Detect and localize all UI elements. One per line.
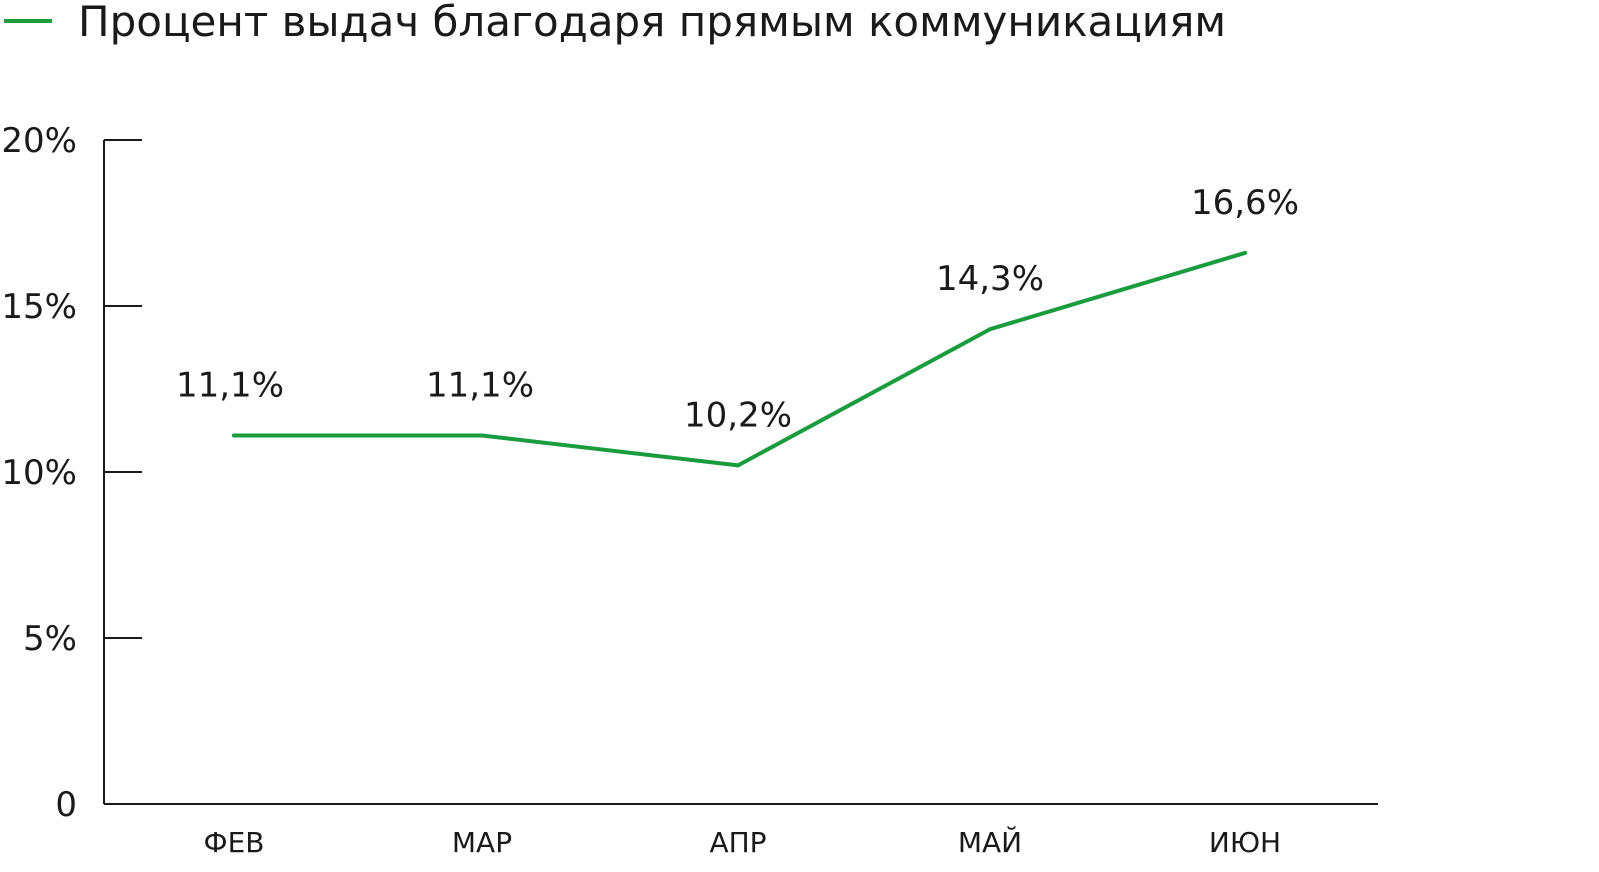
series-group xyxy=(232,250,1247,468)
data-label: 11,1% xyxy=(426,365,534,405)
y-tick-label: 15% xyxy=(1,287,77,327)
x-tick-label: ФЕВ xyxy=(203,826,264,859)
legend: Процент выдач благодаря прямым коммуника… xyxy=(4,0,1226,46)
data-label: 16,6% xyxy=(1191,183,1299,223)
data-label: 10,2% xyxy=(684,395,792,435)
y-tick-label: 0 xyxy=(55,785,77,825)
y-axis-ticks: 0 5% 10% 15% 20% xyxy=(1,121,142,825)
data-label: 11,1% xyxy=(176,365,284,405)
data-point xyxy=(988,327,992,332)
data-labels: 11,1% 11,1% 10,2% 14,3% 16,6% xyxy=(176,183,1299,435)
axes xyxy=(103,140,1378,805)
y-tick-label: 5% xyxy=(23,619,77,659)
data-label: 14,3% xyxy=(936,259,1044,299)
x-tick-label: МАР xyxy=(452,826,512,859)
y-tick-label: 10% xyxy=(1,453,77,493)
data-point xyxy=(480,433,484,438)
data-point xyxy=(232,433,236,438)
legend-label: Процент выдач благодаря прямым коммуника… xyxy=(78,0,1226,46)
x-tick-label: МАЙ xyxy=(958,825,1022,859)
x-tick-label: АПР xyxy=(709,826,766,859)
x-tick-label: ИЮН xyxy=(1209,826,1281,859)
data-point xyxy=(736,463,740,468)
y-tick-label: 20% xyxy=(1,121,77,161)
data-point xyxy=(1243,250,1247,255)
x-axis-ticks: ФЕВ МАР АПР МАЙ ИЮН xyxy=(203,825,1281,859)
